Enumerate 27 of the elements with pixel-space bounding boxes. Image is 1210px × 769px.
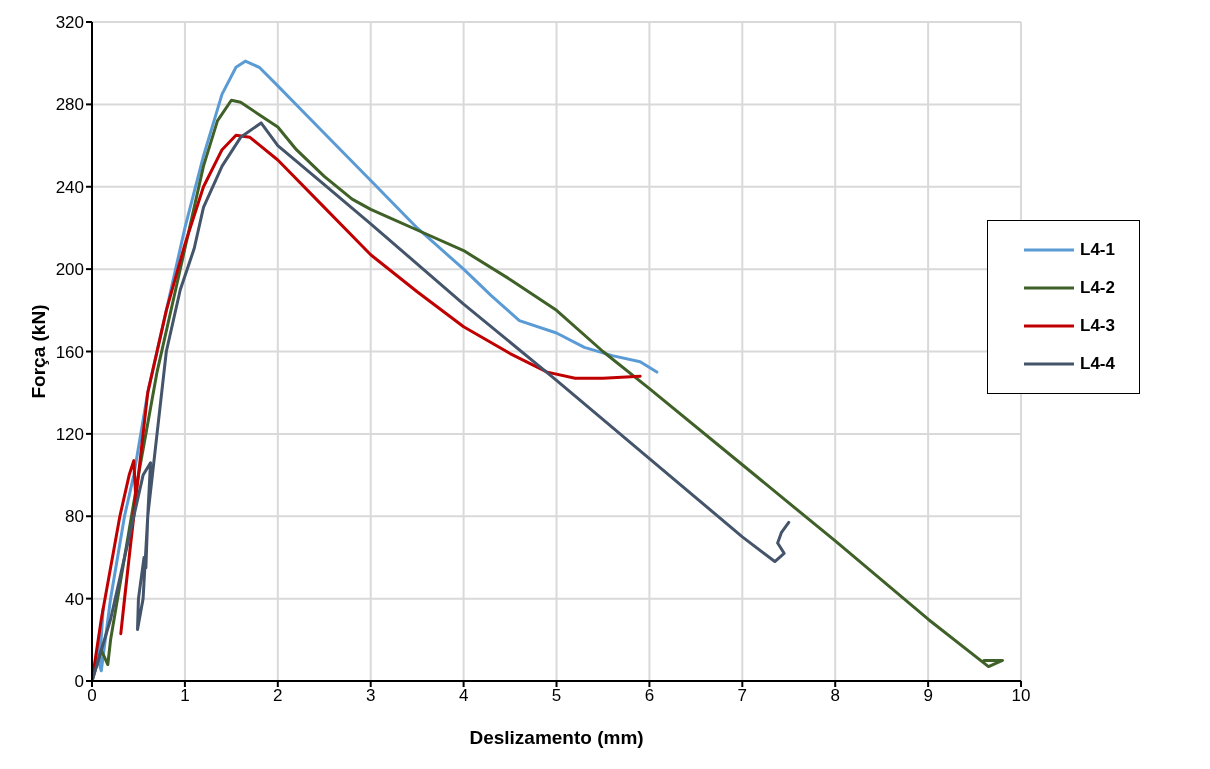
y-axis-title: Força (kN)	[27, 304, 49, 399]
legend-label: L4-2	[1080, 278, 1115, 298]
x-tick-label: 2	[273, 686, 283, 706]
x-tick-label: 5	[551, 686, 562, 706]
x-tick-label: 1	[180, 686, 190, 706]
x-tick-label: 10	[1011, 686, 1031, 706]
x-tick-label: 6	[644, 686, 655, 706]
x-tick-label: 9	[923, 686, 933, 706]
x-axis-title: Deslizamento (mm)	[469, 727, 644, 749]
y-tick-label: 0	[74, 672, 84, 692]
line-series	[92, 121, 791, 681]
y-tick-label: 120	[55, 424, 84, 444]
y-tick-label: 320	[55, 13, 84, 33]
legend-label: L4-1	[1080, 240, 1115, 260]
x-tick-label: 7	[737, 686, 748, 706]
y-tick-label: 200	[55, 260, 84, 280]
y-tick-label: 240	[55, 177, 84, 197]
y-tick-label: 40	[65, 589, 84, 609]
legend-label: L4-3	[1080, 316, 1115, 336]
x-tick-label: 3	[365, 686, 376, 706]
x-tick-label: 0	[87, 686, 97, 706]
y-tick-label: 280	[55, 95, 84, 115]
x-tick-label: 4	[458, 686, 469, 706]
y-tick-label: 160	[55, 342, 84, 362]
x-tick-label: 8	[830, 686, 840, 706]
y-tick-label: 80	[65, 507, 84, 527]
legend-label: L4-4	[1080, 354, 1115, 374]
